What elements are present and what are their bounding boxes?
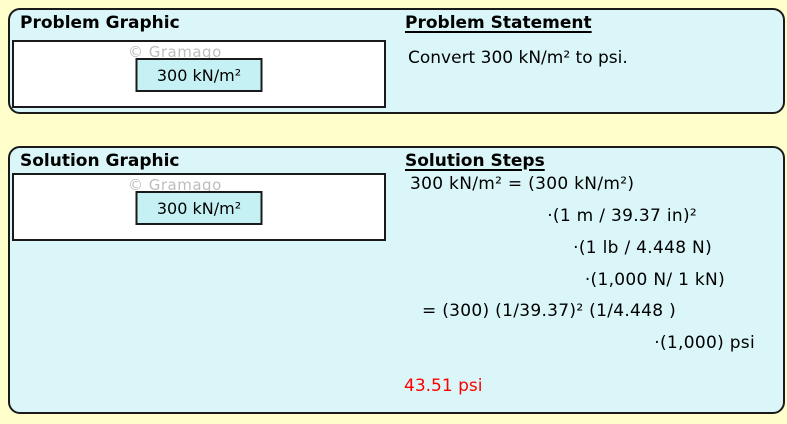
solution-step-2: ·(1 m / 39.37 in)² [547,206,697,226]
result-value: 43.51 psi [404,376,483,396]
solution-step-6: ·(1,000) psi [654,333,755,353]
solution-panel: Solution Graphic © Gramago 300 kN/m² Sol… [8,146,785,414]
watermark-text: © Gramago [128,43,222,61]
pressure-value-label: 300 kN/m² [156,65,242,85]
pressure-value-label: 300 kN/m² [156,198,242,218]
problem-panel: Problem Graphic © Gramago 300 kN/m² Prob… [8,8,785,114]
watermark-text: © Gramago [128,176,222,194]
problem-graphic-title: Problem Graphic [20,13,180,33]
solution-graphic-box: © Gramago 300 kN/m² [12,173,386,241]
problem-statement-text: Convert 300 kN/m² to psi. [408,48,628,68]
problem-statement-title: Problem Statement [405,13,592,33]
pressure-value-box: 300 kN/m² [135,58,263,92]
solution-step-3: ·(1 lb / 4.448 N) [573,238,712,258]
solution-graphic-title: Solution Graphic [20,151,180,171]
problem-graphic-box: © Gramago 300 kN/m² [12,40,386,108]
solution-step-5: = (300) (1/39.37)² (1/4.448 ) [422,301,677,321]
solution-step-1: 300 kN/m² = (300 kN/m²) [410,174,635,194]
solution-step-4: ·(1,000 N/ 1 kN) [584,270,725,290]
solution-steps-title: Solution Steps [405,151,545,171]
pressure-value-box: 300 kN/m² [135,191,263,225]
